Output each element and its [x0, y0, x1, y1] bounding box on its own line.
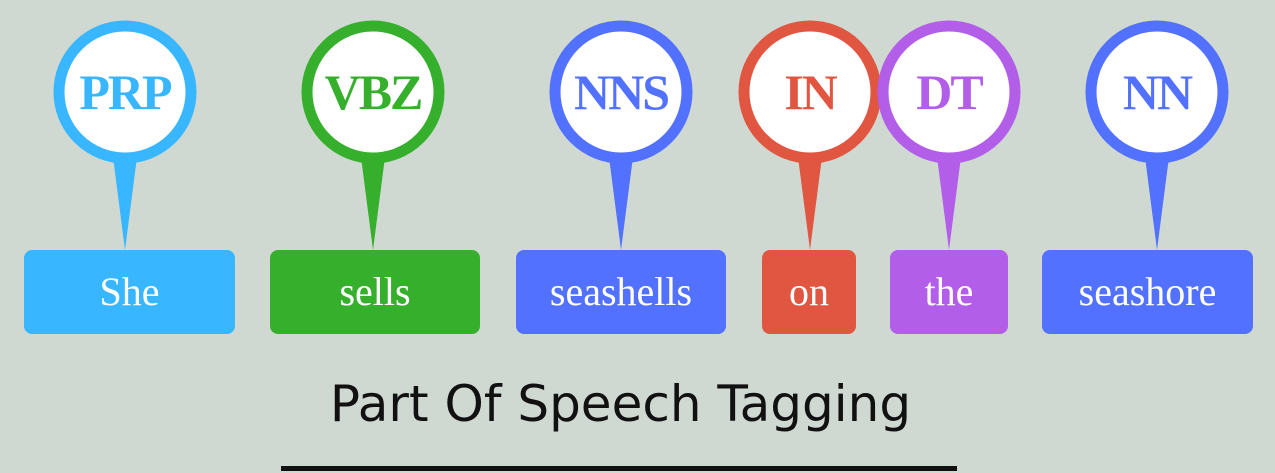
tag-pin-ring [549, 20, 693, 164]
tag-pin-ring [301, 20, 445, 164]
tag-pin-ring [877, 20, 1021, 164]
word-box-sells: sells [270, 250, 480, 334]
tag-pin-stem [798, 157, 822, 250]
tag-pin-shape [53, 20, 197, 250]
word-box-seashells: seashells [516, 250, 726, 334]
tag-pin-ring [1085, 20, 1229, 164]
tag-pin-ring [53, 20, 197, 164]
title-underline [281, 466, 957, 471]
tag-pin-ring [738, 20, 882, 164]
tag-pin-shape [1085, 20, 1229, 250]
word-box-on: on [762, 250, 856, 334]
tag-pin-nns: NNS [546, 17, 696, 250]
word-box-she: She [24, 250, 235, 334]
tag-pin-shape [301, 20, 445, 250]
tag-pin-shape [877, 20, 1021, 250]
tag-label-nns: NNS [573, 64, 670, 120]
tag-pin-shape [738, 20, 882, 250]
word-box-the: the [890, 250, 1008, 334]
diagram-title: Part Of Speech Tagging [329, 375, 912, 433]
tag-pin-vbz: VBZ [298, 17, 448, 250]
tag-pin-nn: NN [1082, 17, 1232, 250]
tag-pin-in: IN [735, 17, 885, 250]
tag-pin-stem [361, 157, 385, 250]
tag-pin-stem [609, 157, 633, 250]
tag-label-prp: PRP [79, 64, 172, 120]
tag-pin-stem [1145, 157, 1169, 250]
tag-pin-shape [549, 20, 693, 250]
tag-pin-stem [937, 157, 961, 250]
tag-label-in: IN [784, 64, 838, 120]
tag-pin-stem [113, 157, 137, 250]
word-box-seashore: seashore [1042, 250, 1253, 334]
tag-label-vbz: VBZ [324, 64, 424, 120]
tag-label-dt: DT [916, 64, 983, 120]
tag-label-nn: NN [1122, 64, 1193, 120]
tag-pin-prp: PRP [50, 17, 200, 250]
tag-pin-dt: DT [874, 17, 1024, 250]
